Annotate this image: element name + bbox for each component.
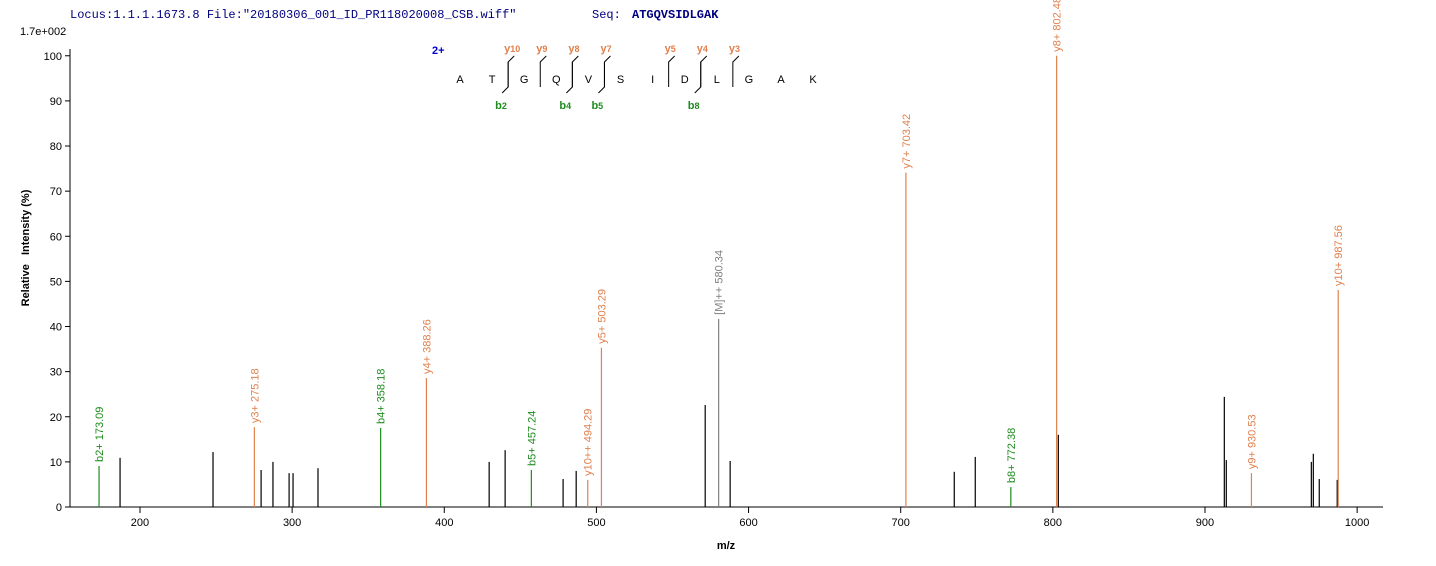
y-tick-label: 90 [50,96,62,108]
b-ion-label: b4 [559,100,571,112]
y-ion-label: y9 [536,43,547,55]
ion-number: 5 [598,101,603,111]
x-tick-label: 900 [1196,517,1214,529]
y-ion-label: y5 [665,43,676,55]
x-tick-label: 700 [892,517,910,529]
ion-letter: y [697,43,704,55]
ion-number: 10 [510,44,520,54]
residue: G [520,74,529,86]
residue: T [489,74,496,86]
y-tick-label: 50 [50,276,62,288]
ion-number: 8 [574,44,579,54]
residue: Q [552,74,561,86]
y-cleavage [603,55,611,87]
y-cleavage [668,55,676,87]
y-tick-label: 0 [56,502,62,514]
residue: G [745,74,754,86]
residue: L [714,74,720,86]
peak-label: b2+ 173.09 [94,407,106,462]
peak-label: y7+ 703.42 [901,114,913,169]
peak-label: b4+ 358.18 [376,369,388,424]
y-tick-label: 80 [50,141,62,153]
ion-number: 3 [735,44,740,54]
x-tick-label: 300 [283,517,301,529]
y-ion-label: y8 [568,43,579,55]
residue: S [617,74,624,86]
y-cleavage [539,55,547,87]
y-ion-label: y7 [600,43,611,55]
b-cleavage [694,62,702,94]
y-cleavage [507,55,515,87]
b-ion-label: b5 [591,100,603,112]
y-tick-label: 70 [50,186,62,198]
residue: V [585,74,593,86]
y-tick-label: 40 [50,322,62,334]
y-tick-label: 30 [50,367,62,379]
y-cleavage [700,55,708,87]
x-tick-label: 800 [1044,517,1062,529]
y-ion-label: y10 [504,43,520,55]
ion-number: 8 [694,101,699,111]
ion-letter: y [536,43,543,55]
peak-label: y10+ 987.56 [1333,225,1345,286]
peak-label: y9+ 930.53 [1246,414,1258,469]
y-tick-label: 20 [50,412,62,424]
residue: D [681,74,689,86]
ion-number: 5 [671,44,676,54]
peak-label: [M]++ 580.34 [714,250,726,315]
x-tick-label: 400 [435,517,453,529]
locus: Locus:1.1.1.1673.8 File:"20180306_001_ID… [70,8,516,22]
y-tick-label: 100 [44,51,62,63]
peak-label: y3+ 275.18 [249,368,261,423]
residue: A [777,74,785,86]
peak-label: b5+ 457.24 [526,411,538,466]
ion-letter: b [591,100,598,112]
b-cleavage [565,62,573,94]
b-cleavage [598,62,605,94]
seq-label: Seq: [592,8,621,22]
y-cleavage [571,55,579,87]
y-max-label: 1.7e+002 [20,26,66,38]
y-tick-label: 60 [50,231,62,243]
ion-number: 9 [542,44,547,54]
ion-letter: y [665,43,672,55]
peak-label: y4+ 388.26 [421,319,433,374]
ion-letter: b [495,100,502,112]
seq: ATGQVSIDLGAK [632,8,719,22]
peak-label: y10++ 494.29 [583,409,595,476]
ion-number: 4 [566,101,571,111]
charge: 2+ [432,45,445,57]
x-tick-label: 600 [739,517,757,529]
x-axis-label: m/z [717,540,736,552]
ion-number: 4 [703,44,708,54]
y-ion-label: y4 [697,43,708,55]
y-axis-label: Relative Intensity (%) [20,189,32,306]
residue: A [456,74,464,86]
ion-letter: y [504,43,511,55]
b-ion-label: b8 [688,100,700,112]
y-cleavage [732,55,740,87]
ion-letter: b [688,100,695,112]
residue: I [651,74,654,86]
ion-number: 2 [502,101,507,111]
ion-letter: y [729,43,736,55]
peak-label: b8+ 772.38 [1006,428,1018,483]
residue: K [809,74,817,86]
b-cleavage [501,62,509,94]
y-ion-label: y3 [729,43,740,55]
x-tick-label: 500 [587,517,605,529]
b-ion-label: b2 [495,100,507,112]
ion-letter: y [568,43,575,55]
y-tick-label: 10 [50,457,62,469]
peak-label: y5+ 503.29 [596,289,608,344]
x-tick-label: 200 [131,517,149,529]
ion-letter: b [559,100,566,112]
peak-label: y8+ 802.48 [1052,0,1064,52]
ion-letter: y [600,43,607,55]
x-tick-label: 1000 [1345,517,1369,529]
ion-number: 7 [607,44,612,54]
